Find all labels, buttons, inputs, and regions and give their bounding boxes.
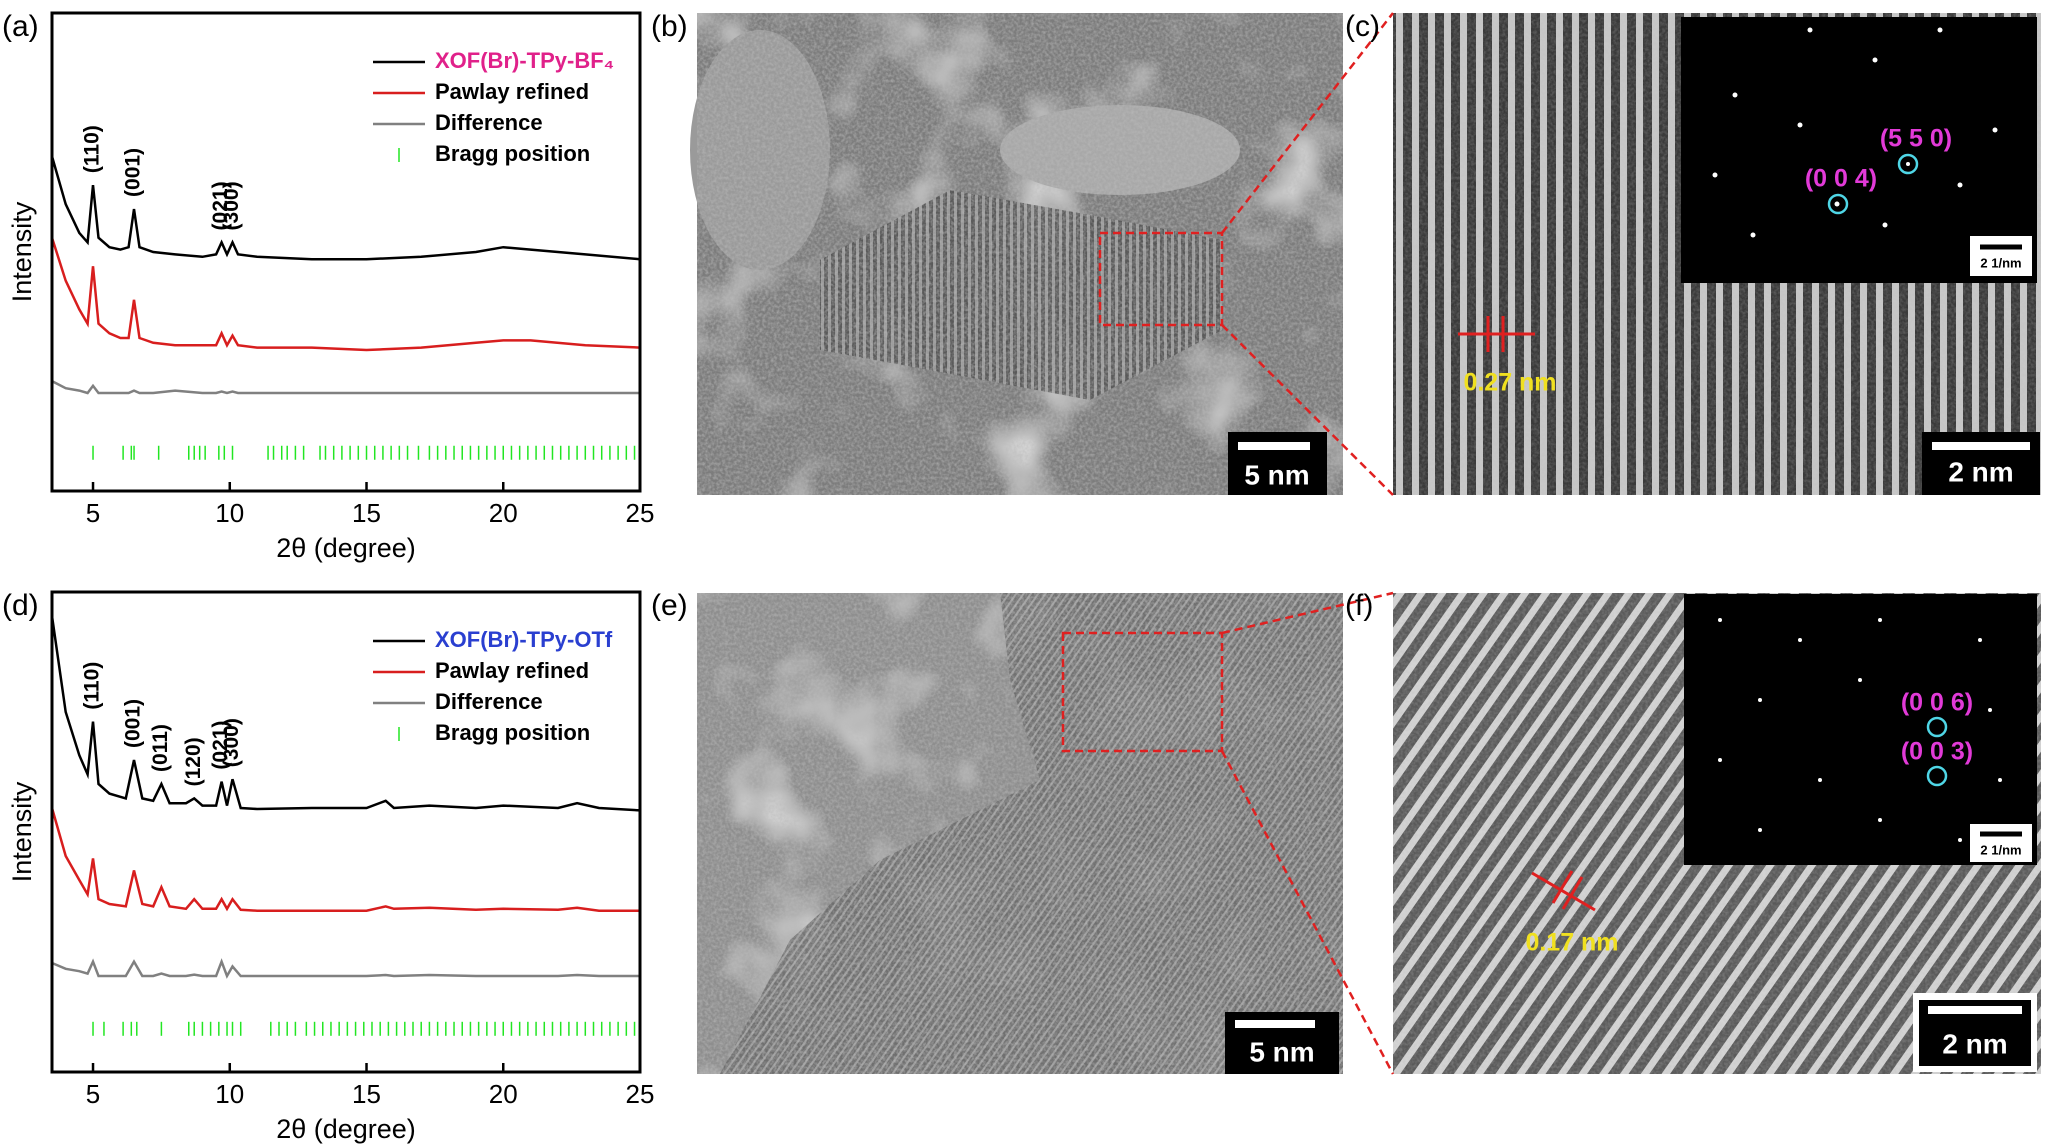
- inset-scale-label: 2 1/nm: [1980, 255, 2021, 270]
- data-line: [50, 615, 641, 812]
- spot-label: (0 0 3): [1901, 738, 1973, 766]
- tem-image-b: [690, 13, 1343, 495]
- peak-label: (300): [220, 718, 243, 767]
- peak-label: (001): [122, 699, 145, 748]
- peak-label: (021): [209, 181, 232, 230]
- tem-image-e: [697, 593, 1343, 1074]
- spot-label: (0 0 4): [1805, 165, 1877, 193]
- legend-label: Difference: [435, 689, 543, 714]
- plot-frame: [50, 590, 642, 1074]
- plot-frame: [50, 11, 642, 493]
- x-axis-label: 2θ (degree): [276, 1114, 416, 1144]
- legend-label: Bragg position: [435, 141, 590, 166]
- panel-label: (a): [2, 10, 39, 43]
- x-tick-label: 25: [626, 498, 655, 528]
- x-tick-label: 20: [489, 498, 518, 528]
- peak-label: (110): [81, 662, 104, 710]
- spacing-label: 0.27 nm: [1463, 369, 1556, 397]
- panel-label: (e): [651, 589, 688, 622]
- tem-image-c: [1393, 13, 2041, 495]
- peak-label: (120): [182, 737, 205, 786]
- data-line: [50, 156, 641, 261]
- data-line: [50, 237, 641, 352]
- x-tick-label: 20: [489, 1079, 518, 1109]
- x-tick-label: 15: [352, 1079, 381, 1109]
- legend-label: XOF(Br)-TPy-BF₄: [435, 48, 614, 73]
- spot-label: (5 5 0): [1880, 125, 1952, 153]
- x-tick-label: 25: [626, 1079, 655, 1109]
- tem-image-f: [1393, 593, 2041, 1074]
- peak-label: (110): [81, 125, 104, 173]
- x-tick-label: 10: [215, 498, 244, 528]
- legend-label: XOF(Br)-TPy-OTf: [435, 627, 613, 652]
- scale-label: 2 nm: [1948, 456, 2013, 487]
- legend-label: Difference: [435, 110, 543, 135]
- y-axis-label: Intensity: [7, 781, 37, 882]
- inset-scale-label: 2 1/nm: [1980, 842, 2021, 857]
- panel-label: (c): [1345, 10, 1380, 43]
- data-line: [50, 807, 640, 912]
- x-tick-label: 5: [86, 498, 100, 528]
- peak-label: (300): [220, 181, 243, 230]
- spot-label: (0 0 6): [1901, 689, 1973, 717]
- peak-label: (021): [209, 721, 232, 770]
- x-tick-label: 15: [352, 498, 381, 528]
- scale-label: 5 nm: [1249, 1036, 1314, 1067]
- y-axis-label: Intensity: [7, 201, 37, 302]
- panel-label: (b): [651, 10, 688, 43]
- scale-label: 5 nm: [1244, 459, 1309, 490]
- legend-label: Pawlay refined: [435, 79, 589, 104]
- panel-label: (d): [2, 589, 39, 622]
- x-tick-label: 5: [86, 1079, 100, 1109]
- legend-label: Pawlay refined: [435, 658, 589, 683]
- peak-label: (001): [122, 148, 145, 197]
- panel-label: (f): [1345, 589, 1373, 622]
- data-line: [51, 958, 640, 979]
- data-line: [51, 379, 640, 395]
- scale-label: 2 nm: [1942, 1028, 2007, 1059]
- spacing-label: 0.17 nm: [1525, 929, 1618, 957]
- x-axis-label: 2θ (degree): [276, 533, 416, 563]
- x-tick-label: 10: [215, 1079, 244, 1109]
- zoom-indicator: [1061, 12, 1395, 1075]
- legend-label: Bragg position: [435, 720, 590, 745]
- peak-label: (011): [149, 724, 172, 772]
